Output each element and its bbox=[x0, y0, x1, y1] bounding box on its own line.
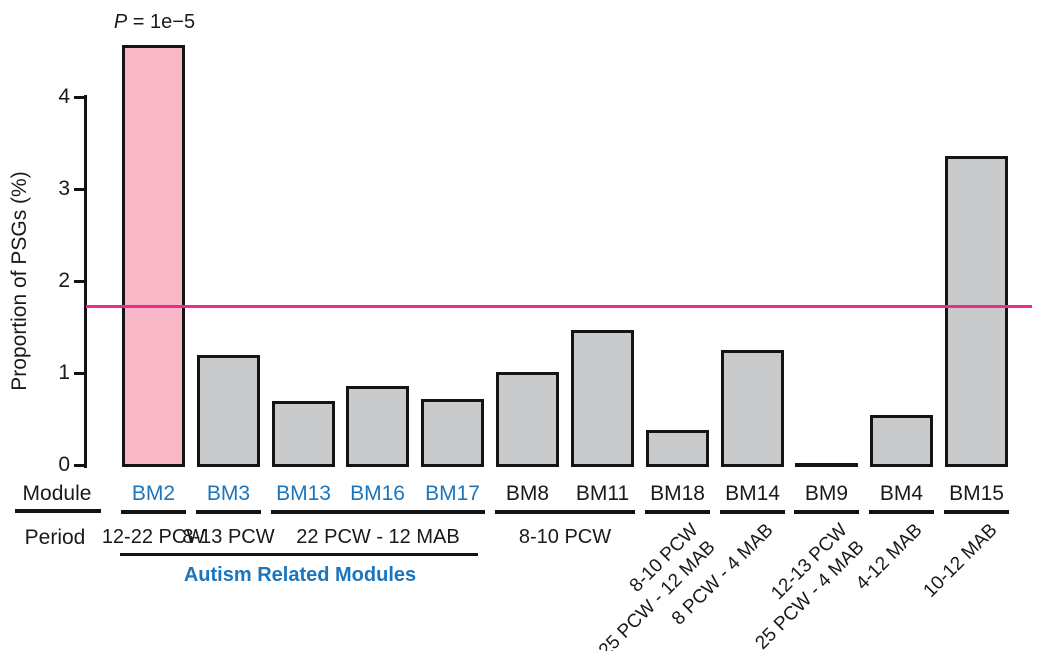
threshold-line bbox=[86, 305, 1032, 308]
bar-BM14 bbox=[721, 350, 784, 467]
bar-BM8 bbox=[496, 372, 559, 467]
y-axis-tick-0 bbox=[74, 464, 87, 467]
autism-modules-label: Autism Related Modules bbox=[183, 564, 417, 586]
module-label-BM15: BM15 bbox=[949, 482, 1004, 505]
module-underline-BM3 bbox=[196, 510, 261, 514]
bar-BM4 bbox=[870, 415, 933, 467]
y-axis-tick-label-4: 4 bbox=[58, 85, 70, 108]
module-label-BM18: BM18 bbox=[650, 482, 705, 505]
module-label-BM11: BM11 bbox=[575, 482, 630, 505]
p-symbol: P bbox=[113, 11, 128, 33]
bar-BM2 bbox=[122, 45, 185, 467]
bar-BM11 bbox=[571, 330, 634, 467]
period-label-BM8-BM11: 8-10 PCW bbox=[518, 526, 612, 548]
y-axis-tick-4 bbox=[74, 96, 87, 99]
module-label-BM9: BM9 bbox=[804, 482, 849, 505]
module-label-BM17: BM17 bbox=[425, 482, 480, 505]
module-underline-BM9 bbox=[794, 510, 859, 514]
module-label-BM8: BM8 bbox=[505, 482, 550, 505]
autism-group-line bbox=[120, 553, 478, 556]
module-label-BM13: BM13 bbox=[276, 482, 331, 505]
module-row-header: Module bbox=[22, 482, 92, 505]
bar-BM17 bbox=[421, 399, 484, 467]
y-axis-tick-label-0: 0 bbox=[58, 453, 70, 476]
y-axis-tick-label-2: 2 bbox=[58, 269, 70, 292]
period-label-BM2: 12-22 PCW bbox=[101, 526, 206, 548]
y-axis-tick-label-1: 1 bbox=[58, 361, 70, 384]
bar-BM15 bbox=[945, 156, 1008, 467]
y-axis-tick-3 bbox=[74, 188, 87, 191]
module-label-BM16: BM16 bbox=[350, 482, 405, 505]
bar-BM18 bbox=[646, 430, 709, 467]
module-underline-BM8-BM11 bbox=[495, 510, 635, 514]
bar-BM9 bbox=[795, 463, 858, 467]
module-label-BM4: BM4 bbox=[879, 482, 924, 505]
y-axis-tick-1 bbox=[74, 372, 87, 375]
module-underline-BM18 bbox=[645, 510, 710, 514]
module-label-BM3: BM3 bbox=[206, 482, 251, 505]
module-underline-BM15 bbox=[944, 510, 1009, 514]
bar-BM13 bbox=[272, 401, 335, 467]
module-label-BM14: BM14 bbox=[725, 482, 780, 505]
module-underline-BM13-BM16-BM17 bbox=[271, 510, 485, 514]
module-underline-BM14 bbox=[720, 510, 785, 514]
module-header-underline bbox=[15, 509, 101, 513]
y-axis-tick-label-3: 3 bbox=[58, 177, 70, 200]
module-label-BM2: BM2 bbox=[131, 482, 176, 505]
period-label-BM3: 8-13 PCW bbox=[182, 526, 275, 548]
p-value-text: = 1e−5 bbox=[127, 11, 196, 33]
module-underline-BM2 bbox=[121, 510, 186, 514]
p-value-annotation: P = 1e−5 bbox=[92, 10, 217, 34]
period-label-BM13-BM16-BM17: 22 PCW - 12 MAB bbox=[296, 526, 460, 548]
bar-BM3 bbox=[197, 355, 260, 467]
bar-BM16 bbox=[346, 386, 409, 467]
period-row-header: Period bbox=[24, 526, 86, 549]
y-axis-tick-2 bbox=[74, 280, 87, 283]
module-underline-BM4 bbox=[869, 510, 934, 514]
